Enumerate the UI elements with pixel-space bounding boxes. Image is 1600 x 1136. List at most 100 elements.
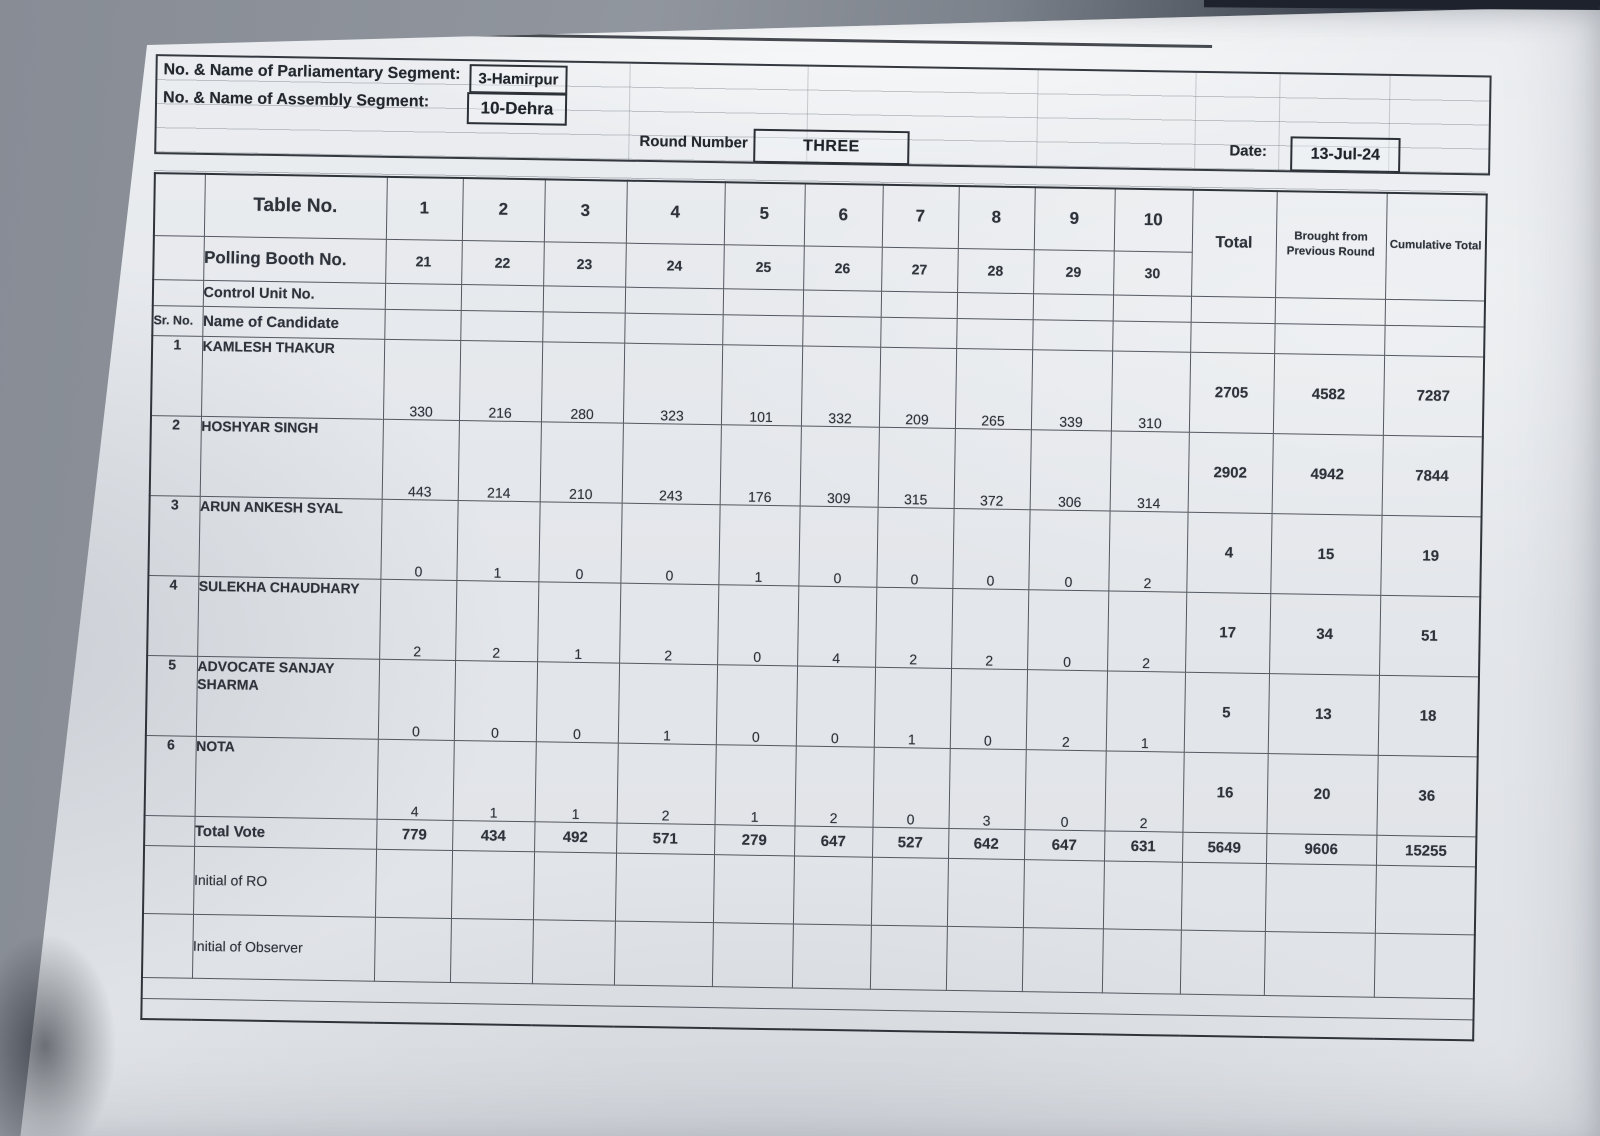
empty-cell bbox=[1190, 295, 1276, 324]
candidate-name: SULEKHA CHAUDHARY bbox=[197, 575, 381, 659]
vote-cell: 315 bbox=[877, 426, 955, 508]
candidate-name: ARUN ANKESH SYAL bbox=[198, 495, 382, 579]
empty-cell bbox=[1112, 320, 1191, 352]
vote-cell: 209 bbox=[878, 346, 957, 428]
vote-cell: 332 bbox=[800, 345, 881, 427]
empty-cell bbox=[1032, 319, 1113, 351]
vote-cell: 1 bbox=[714, 744, 796, 826]
vote-cell: 310 bbox=[1110, 350, 1191, 432]
printed-sheet: No. & Name of Parliamentary Segment: 3-H… bbox=[133, 28, 1492, 1123]
polling-booth-header: Polling Booth No. bbox=[203, 235, 386, 283]
date-label: Date: bbox=[1229, 142, 1268, 160]
empty-cell bbox=[449, 917, 533, 984]
empty-cell bbox=[384, 308, 461, 341]
empty-cell bbox=[870, 856, 949, 926]
booth-number: 26 bbox=[803, 245, 882, 291]
row-brought: 4942 bbox=[1271, 433, 1383, 515]
empty-cell bbox=[143, 845, 195, 914]
row-brought: 34 bbox=[1269, 593, 1381, 675]
booth-number: 27 bbox=[881, 246, 958, 292]
empty-cell bbox=[946, 857, 1024, 928]
booth-number: 30 bbox=[1113, 250, 1192, 296]
empty-cell bbox=[1274, 297, 1386, 325]
vote-cell: 314 bbox=[1109, 430, 1189, 512]
vote-cell: 0 bbox=[949, 667, 1028, 750]
vote-cell: 443 bbox=[381, 418, 459, 500]
column-number: 10 bbox=[1113, 188, 1193, 252]
empty-cell bbox=[880, 316, 957, 348]
date-value: 13-Jul-24 bbox=[1290, 136, 1401, 174]
total-vote-cell: 571 bbox=[616, 822, 715, 855]
row-total: 17 bbox=[1185, 591, 1271, 674]
vote-cell: 0 bbox=[453, 659, 538, 742]
row-cumulative: 7287 bbox=[1382, 354, 1485, 437]
grand-brought: 9606 bbox=[1265, 833, 1377, 865]
vote-cell: 0 bbox=[952, 507, 1030, 590]
vote-cell: 1 bbox=[1105, 670, 1186, 752]
total-vote-cell: 434 bbox=[452, 819, 535, 852]
row-total: 2705 bbox=[1188, 351, 1275, 434]
vote-cell: 4 bbox=[376, 738, 454, 820]
vote-cell: 0 bbox=[620, 502, 720, 585]
empty-cell bbox=[542, 311, 625, 343]
empty-cell bbox=[1102, 860, 1182, 930]
row-brought: 13 bbox=[1267, 673, 1379, 755]
row-total: 16 bbox=[1182, 751, 1268, 834]
vote-cell: 2 bbox=[1025, 669, 1108, 751]
empty-cell bbox=[802, 289, 882, 317]
column-number: 7 bbox=[881, 184, 959, 248]
empty-cell bbox=[1180, 861, 1266, 932]
results-table: Table No. 1 2 3 4 5 6 7 8 9 10 Total Bro… bbox=[140, 172, 1488, 1042]
vote-cell: 0 bbox=[1024, 749, 1106, 831]
table-no-header: Table No. bbox=[203, 173, 387, 239]
empty-cell bbox=[1190, 321, 1275, 354]
booth-number: 22 bbox=[461, 240, 544, 286]
empty-cell bbox=[722, 288, 804, 316]
gridline bbox=[1278, 74, 1281, 171]
gridline bbox=[628, 63, 631, 160]
empty-cell bbox=[614, 852, 715, 923]
vote-cell: 1 bbox=[534, 741, 618, 823]
vote-cell: 243 bbox=[621, 422, 721, 505]
vote-cell: 0 bbox=[377, 658, 456, 740]
vote-cell: 2 bbox=[379, 578, 457, 660]
column-number: 9 bbox=[1033, 187, 1115, 251]
sr-no-header: Sr. No. bbox=[152, 305, 203, 336]
control-unit-header: Control Unit No. bbox=[202, 279, 386, 309]
vote-cell: 0 bbox=[795, 665, 876, 747]
empty-cell bbox=[460, 310, 543, 342]
empty-cell bbox=[1101, 928, 1181, 994]
vote-cell: 1 bbox=[873, 666, 952, 748]
total-vote-cell: 631 bbox=[1103, 830, 1183, 862]
column-number: 3 bbox=[543, 179, 627, 243]
empty-cell bbox=[945, 925, 1023, 992]
empty-cell bbox=[384, 282, 462, 311]
assembly-segment-value: 10-Dehra bbox=[466, 92, 568, 126]
vote-cell: 0 bbox=[717, 584, 799, 666]
assembly-segment-label: No. & Name of Assembly Segment: bbox=[162, 89, 430, 111]
candidate-name: KAMLESH THAKUR bbox=[201, 335, 385, 419]
empty-cell bbox=[711, 922, 793, 988]
vote-cell: 101 bbox=[720, 344, 803, 426]
vote-cell: 3 bbox=[948, 747, 1026, 830]
vote-cell: 1 bbox=[456, 499, 540, 582]
vote-cell: 372 bbox=[953, 427, 1031, 510]
vote-cell: 0 bbox=[380, 498, 458, 580]
row-cumulative: 7844 bbox=[1381, 434, 1483, 517]
empty-cell bbox=[153, 235, 204, 280]
grand-total: 5649 bbox=[1181, 831, 1267, 864]
empty-cell bbox=[956, 317, 1033, 350]
vote-cell: 216 bbox=[458, 340, 543, 422]
row-cumulative: 19 bbox=[1380, 514, 1482, 597]
vote-cell: 2 bbox=[616, 742, 716, 825]
empty-cell bbox=[1112, 294, 1192, 322]
row-brought: 15 bbox=[1270, 513, 1382, 595]
total-vote-cell: 492 bbox=[534, 821, 617, 853]
empty-cell bbox=[1264, 863, 1376, 933]
vote-cell: 0 bbox=[538, 501, 622, 583]
empty-cell bbox=[1384, 298, 1486, 327]
column-number: 8 bbox=[957, 186, 1035, 250]
vote-cell: 0 bbox=[798, 505, 878, 587]
empty-cell bbox=[956, 291, 1034, 320]
